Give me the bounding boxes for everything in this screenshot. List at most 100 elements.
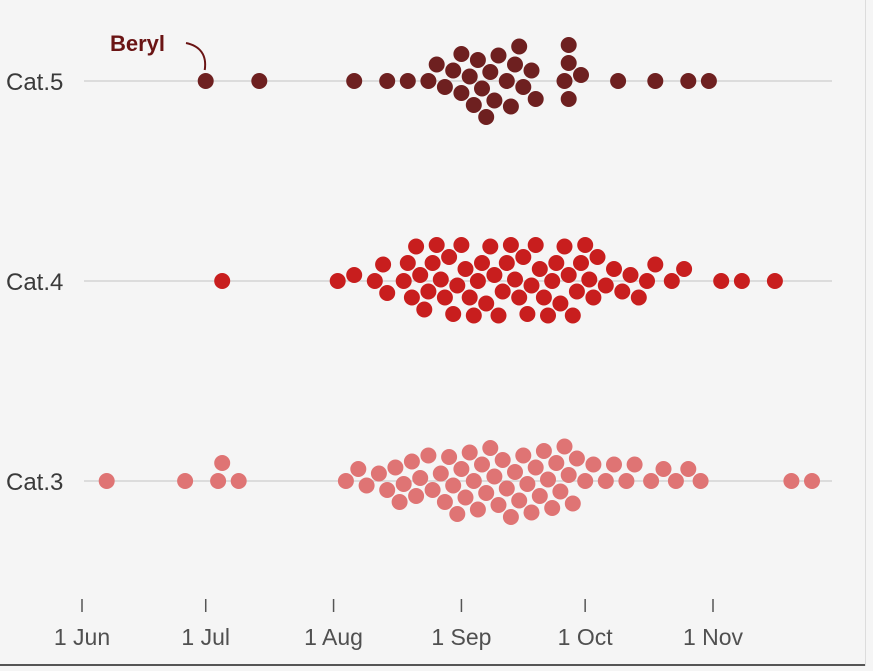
point-cat3	[667, 473, 684, 489]
point-cat5	[399, 73, 416, 89]
point-cat3	[556, 438, 573, 455]
row-label: Cat.4	[6, 269, 63, 296]
point-cat5	[498, 73, 515, 89]
point-cat3	[577, 473, 594, 489]
point-cat3	[626, 456, 643, 473]
point-cat3	[461, 444, 478, 461]
point-cat3	[395, 476, 412, 492]
point-cat3	[358, 477, 375, 494]
point-cat3	[482, 440, 499, 456]
row-labels: Cat.5 Cat.4 Cat.3	[6, 69, 63, 496]
point-cat3	[552, 483, 569, 500]
point-cat4	[412, 267, 429, 283]
point-cat3	[515, 447, 532, 464]
point-cat4	[461, 289, 478, 306]
point-cat5	[465, 97, 482, 113]
point-cat5	[482, 64, 499, 80]
point-cat3	[655, 461, 672, 477]
point-cat4	[606, 261, 622, 277]
point-cat4	[486, 267, 503, 283]
point-cat3	[540, 471, 556, 488]
point-cat5	[573, 67, 589, 83]
point-cat3	[449, 506, 466, 522]
point-cat3	[490, 497, 507, 513]
point-cat5	[560, 37, 577, 53]
point-cat5	[197, 73, 214, 89]
x-tick-label: 1 Nov	[683, 624, 744, 650]
point-cat3	[391, 494, 408, 510]
point-cat5	[453, 85, 470, 101]
point-cat4	[424, 255, 441, 271]
point-cat4	[639, 273, 655, 289]
point-cat4	[432, 271, 449, 288]
point-cat4	[502, 237, 519, 253]
point-cat3	[98, 473, 115, 489]
point-cat3	[523, 504, 540, 521]
point-cat4	[548, 255, 565, 271]
point-cat5	[420, 73, 437, 89]
point-cat3	[519, 476, 536, 492]
point-cat4	[523, 277, 540, 294]
row-label: Cat.5	[6, 69, 63, 96]
point-cat4	[597, 277, 614, 294]
point-cat3	[453, 461, 470, 477]
point-cat4	[676, 261, 693, 277]
point-cat4	[568, 283, 585, 300]
point-cat3	[424, 482, 441, 498]
point-cat5	[680, 73, 697, 89]
point-cat4	[531, 261, 548, 277]
point-cat4	[511, 289, 528, 306]
point-cat3	[403, 453, 420, 470]
point-cat5	[486, 92, 503, 109]
point-cat3	[507, 464, 523, 480]
point-cat4	[428, 237, 445, 253]
point-cat5	[379, 73, 396, 89]
point-cat4	[453, 237, 470, 253]
point-cat3	[804, 473, 820, 489]
point-cat3	[544, 500, 561, 516]
point-cat4	[585, 289, 602, 306]
data-points	[98, 37, 820, 525]
point-cat5	[700, 73, 717, 89]
point-cat4	[214, 273, 231, 289]
point-cat4	[465, 307, 482, 324]
point-cat3	[692, 473, 709, 489]
x-tick-label: 1 Aug	[304, 624, 363, 650]
point-cat3	[618, 473, 635, 489]
point-cat4	[416, 301, 433, 318]
point-cat3	[387, 459, 404, 476]
point-cat4	[527, 237, 544, 253]
point-cat4	[630, 289, 647, 306]
point-cat4	[614, 283, 631, 300]
point-cat5	[502, 98, 519, 115]
point-cat5	[478, 109, 495, 125]
point-cat3	[680, 461, 697, 477]
point-cat3	[370, 465, 387, 482]
point-cat3	[457, 489, 474, 506]
point-cat4	[441, 249, 458, 265]
x-tick-label: 1 Jul	[181, 624, 230, 650]
point-cat3	[214, 455, 231, 471]
point-cat4	[733, 273, 750, 289]
point-cat3	[408, 488, 425, 504]
point-cat4	[366, 273, 383, 289]
point-cat5	[445, 62, 462, 79]
point-cat4	[519, 306, 536, 322]
point-cat3	[494, 452, 511, 468]
point-cat3	[379, 482, 396, 498]
point-cat5	[469, 52, 486, 68]
right-border	[865, 0, 866, 666]
point-cat3	[445, 477, 462, 494]
annotation-leader-line	[185, 42, 207, 71]
x-tick-label: 1 Oct	[558, 624, 614, 650]
point-cat4	[478, 295, 495, 312]
point-cat5	[507, 56, 523, 73]
point-cat3	[606, 456, 622, 473]
point-cat4	[515, 249, 532, 265]
point-cat3	[564, 495, 581, 512]
point-cat4	[581, 271, 598, 288]
point-cat4	[436, 289, 453, 306]
point-cat4	[560, 267, 577, 283]
